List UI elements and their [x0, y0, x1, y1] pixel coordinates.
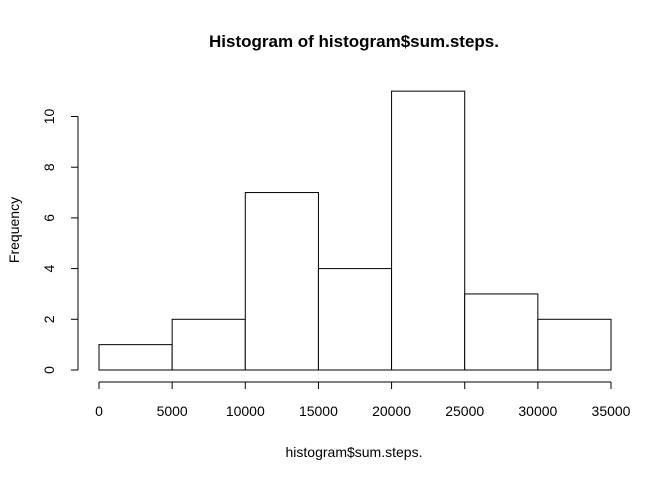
histogram-bar-6	[537, 318, 612, 371]
histogram-bar-5	[464, 293, 539, 371]
histogram-bar-1	[171, 318, 246, 371]
histogram-bar-0	[98, 344, 173, 371]
bars-group	[98, 90, 612, 371]
x-axis-label: histogram$sum.steps.	[286, 444, 423, 460]
x-tick-label-0: 0	[95, 403, 103, 419]
chart-title: Histogram of histogram$sum.steps.	[209, 32, 499, 51]
x-tick-label-6: 30000	[518, 403, 557, 419]
y-tick-label-1: 2	[41, 315, 57, 323]
y-tick-label-2: 4	[41, 264, 57, 272]
y-axis-label: Frequency	[6, 197, 22, 263]
histogram-bar-2	[244, 192, 319, 371]
y-tick-label-3: 6	[41, 214, 57, 222]
x-tick-label-4: 20000	[372, 403, 411, 419]
x-tick-label-3: 15000	[299, 403, 338, 419]
x-tick-label-2: 10000	[226, 403, 265, 419]
y-axis: 0 2 4 6 8 10	[41, 109, 79, 374]
y-tick-label-0: 0	[41, 366, 57, 374]
histogram-bar-3	[317, 268, 393, 371]
x-tick-label-5: 25000	[445, 403, 484, 419]
y-tick-label-5: 10	[41, 109, 57, 125]
y-tick-label-4: 8	[41, 163, 57, 171]
x-axis: 0 5000 10000 15000 20000 25000 30000 35000	[95, 381, 631, 419]
histogram-bar-4	[391, 90, 466, 371]
x-tick-label-1: 5000	[157, 403, 188, 419]
x-tick-label-7: 35000	[592, 403, 631, 419]
